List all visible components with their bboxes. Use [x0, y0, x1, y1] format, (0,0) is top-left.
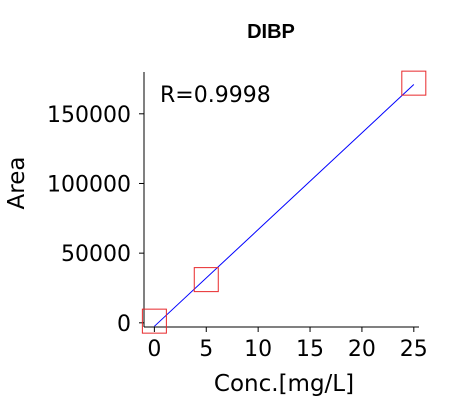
x-tick-label: 0: [147, 337, 161, 362]
x-tick-label: 10: [244, 337, 272, 362]
y-axis-label: Area: [4, 157, 30, 210]
x-ticks: 0 5 10 15 20 25: [147, 327, 428, 362]
y-tick-label: 150000: [47, 103, 131, 128]
axes: [143, 72, 419, 328]
data-point: [193, 267, 219, 293]
y-ticks: 0 50000 100000 150000: [47, 103, 144, 337]
x-tick-label: 15: [296, 337, 324, 362]
x-tick-label: 5: [199, 337, 213, 362]
data-points: [141, 70, 427, 334]
correlation-annotation: R=0.9998: [160, 83, 271, 108]
y-tick-label: 100000: [47, 172, 131, 197]
y-tick-label: 50000: [61, 242, 131, 267]
fit-line: [154, 84, 415, 327]
x-tick-label: 25: [400, 337, 428, 362]
data-point: [141, 308, 167, 334]
x-tick-label: 20: [348, 337, 376, 362]
y-tick-label: 0: [117, 312, 131, 337]
chart-title: DIBP: [247, 21, 295, 43]
x-axis-label: Conc.[mg/L]: [214, 371, 354, 397]
data-point: [401, 70, 427, 96]
